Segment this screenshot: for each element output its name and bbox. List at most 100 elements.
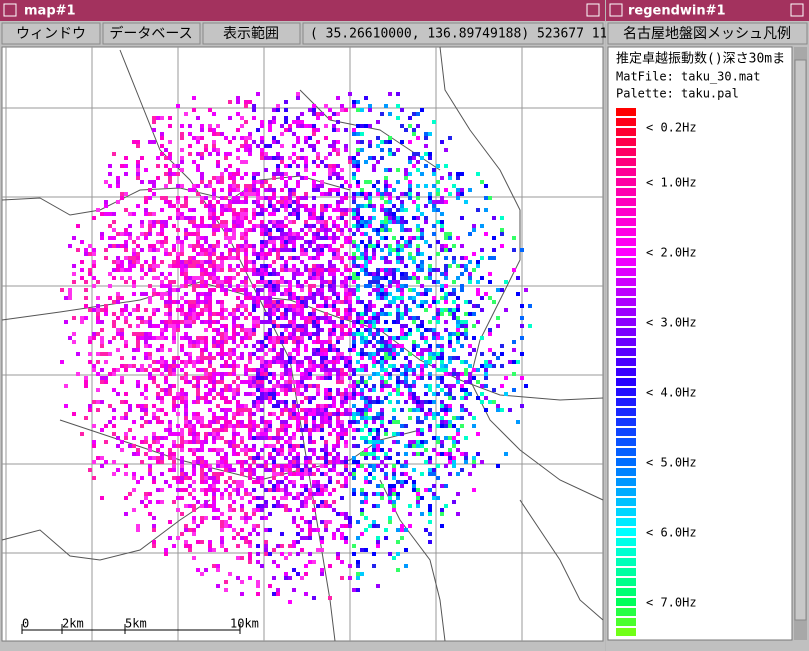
mesh-cell [368, 240, 372, 244]
mesh-cell [136, 448, 140, 452]
mesh-cell [396, 432, 400, 436]
mesh-cell [176, 200, 180, 204]
mesh-cell [96, 332, 100, 336]
mesh-cell [204, 384, 208, 388]
mesh-cell [148, 376, 152, 380]
mesh-cell [292, 472, 296, 476]
mesh-cell [336, 164, 340, 168]
mesh-cell [192, 424, 196, 428]
menu-label[interactable]: ウィンドウ [16, 26, 86, 42]
mesh-cell [200, 244, 204, 248]
mesh-cell [316, 352, 320, 356]
menu-button[interactable] [1, 22, 101, 45]
mesh-cell [276, 324, 280, 328]
mesh-cell [124, 280, 128, 284]
mesh-cell [256, 524, 260, 528]
mesh-cell [240, 580, 244, 584]
mesh-cell [168, 484, 172, 488]
mesh-cell [112, 220, 116, 224]
mesh-cell [176, 444, 180, 448]
mesh-cell [224, 324, 228, 328]
mesh-cell [396, 496, 400, 500]
mesh-cell [416, 208, 420, 212]
mesh-cell [264, 460, 268, 464]
mesh-cell [268, 128, 272, 132]
menu-label[interactable]: 表示範囲 [223, 25, 279, 42]
mesh-cell [380, 412, 384, 416]
mesh-cell [392, 272, 396, 276]
mesh-cell [344, 516, 348, 520]
mesh-cell [288, 372, 292, 376]
mesh-cell [512, 236, 516, 240]
mesh-cell [400, 464, 404, 468]
mesh-cell [304, 140, 308, 144]
mesh-cell [340, 560, 344, 564]
mesh-cell [352, 264, 356, 268]
mesh-cell [164, 284, 168, 288]
mesh-cell [324, 416, 328, 420]
mesh-cell [368, 416, 372, 420]
mesh-cell [376, 448, 380, 452]
mesh-cell [136, 144, 140, 148]
mesh-cell [304, 388, 308, 392]
mesh-cell [252, 344, 256, 348]
window-menu-icon[interactable] [609, 3, 623, 17]
mesh-cell [348, 256, 352, 260]
mesh-cell [256, 316, 260, 320]
mesh-cell [96, 360, 100, 364]
mesh-cell [464, 452, 468, 456]
mesh-cell [384, 472, 388, 476]
mesh-cell [356, 256, 360, 260]
mesh-cell [268, 296, 272, 300]
mesh-cell [196, 400, 200, 404]
mesh-cell [256, 188, 260, 192]
mesh-cell [308, 432, 312, 436]
mesh-cell [424, 184, 428, 188]
mesh-cell [276, 352, 280, 356]
mesh-cell [296, 468, 300, 472]
mesh-cell [264, 376, 268, 380]
mesh-cell [168, 388, 172, 392]
mesh-cell [252, 468, 256, 472]
mesh-cell [232, 324, 236, 328]
mesh-cell [236, 388, 240, 392]
menu-label[interactable]: データベース [109, 25, 192, 42]
mesh-cell [288, 332, 292, 336]
window-menu-icon[interactable] [3, 3, 17, 17]
mesh-cell [128, 260, 132, 264]
mesh-cell [376, 280, 380, 284]
mesh-cell [268, 316, 272, 320]
mesh-cell [140, 460, 144, 464]
maximize-icon[interactable] [586, 3, 600, 17]
mesh-cell [188, 548, 192, 552]
mesh-cell [312, 188, 316, 192]
menu-button[interactable] [202, 22, 301, 45]
mesh-cell [312, 108, 316, 112]
mesh-cell [404, 208, 408, 212]
mesh-cell [252, 480, 256, 484]
mesh-cell [400, 292, 404, 296]
mesh-cell [476, 396, 480, 400]
mesh-cell [220, 304, 224, 308]
mesh-cell [276, 448, 280, 452]
mesh-cell [100, 464, 104, 468]
mesh-cell [376, 180, 380, 184]
maximize-icon[interactable] [790, 3, 804, 17]
mesh-cell [204, 248, 208, 252]
mesh-cell [200, 420, 204, 424]
mesh-cell [208, 208, 212, 212]
mesh-cell [512, 388, 516, 392]
mesh-cell [328, 376, 332, 380]
menu-button[interactable] [102, 22, 201, 45]
mesh-cell [204, 500, 208, 504]
mesh-cell [292, 308, 296, 312]
mesh-cell [336, 368, 340, 372]
mesh-cell [284, 572, 288, 576]
mesh-cell [268, 412, 272, 416]
mesh-cell [300, 120, 304, 124]
scrollbar-thumb[interactable] [794, 59, 807, 621]
mesh-cell [144, 168, 148, 172]
mesh-cell [312, 560, 316, 564]
mesh-cell [412, 256, 416, 260]
mesh-cell [308, 276, 312, 280]
